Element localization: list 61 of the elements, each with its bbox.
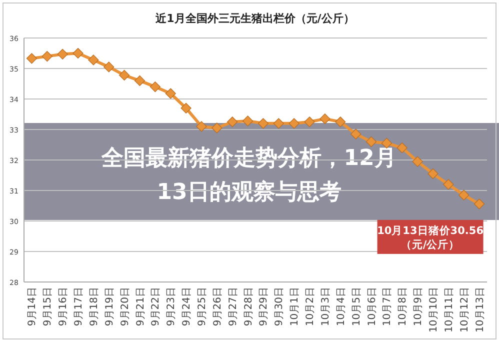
point <box>227 116 238 128</box>
point <box>26 53 38 64</box>
point <box>428 168 438 180</box>
x-tick-label: 10月2日 <box>305 287 316 326</box>
x-tick-label: 9月21日 <box>135 287 146 326</box>
x-tick-label: 10月4日 <box>336 287 347 326</box>
x-tick-label: 10月9日 <box>413 287 424 326</box>
x-tick-label: 10月1日 <box>290 287 301 326</box>
x-tick-label: 9月25日 <box>196 287 208 326</box>
x-tick-label: 9月30日 <box>274 287 286 326</box>
point <box>288 118 300 129</box>
x-tick-label: 9月19日 <box>104 287 116 326</box>
point <box>88 54 99 66</box>
point <box>458 190 470 200</box>
point <box>165 88 176 99</box>
point <box>212 122 222 134</box>
x-tick-label: 9月28日 <box>243 287 254 326</box>
x-tick-label: 9月26日 <box>212 287 224 326</box>
x-tick-label: 10月3日 <box>320 287 332 326</box>
point <box>320 114 330 124</box>
point <box>150 82 160 92</box>
x-tick-label: 10月12日 <box>459 287 470 332</box>
point <box>72 48 84 59</box>
x-tick-label: 9月29日 <box>258 287 270 326</box>
point <box>57 48 68 60</box>
point <box>134 75 146 86</box>
x-tick-label: 10月7日 <box>382 287 394 326</box>
x-tick-label: 9月16日 <box>58 287 70 326</box>
x-tick-label: 9月18日 <box>88 287 100 326</box>
x-tick-label: 9月24日 <box>182 287 193 326</box>
point <box>180 102 192 114</box>
point <box>42 51 52 62</box>
point <box>242 116 254 126</box>
point <box>443 179 454 190</box>
x-tick-label: 9月14日 <box>27 287 38 326</box>
point <box>304 116 315 128</box>
x-tick-label: 10月6日 <box>366 287 378 326</box>
x-tick-label: 10月11日 <box>444 287 455 332</box>
point <box>119 70 130 81</box>
point <box>104 62 114 72</box>
point <box>335 116 346 128</box>
x-tick-label: 9月20日 <box>120 287 131 326</box>
x-tick-label: 10月10日 <box>428 287 440 332</box>
x-tick-label: 10月5日 <box>351 287 362 326</box>
x-tick-label: 9月23日 <box>166 287 178 326</box>
point <box>366 136 377 147</box>
x-tick-label: 10月8日 <box>398 287 409 326</box>
x-tick-label: 9月22日 <box>150 287 162 326</box>
point <box>273 118 284 129</box>
x-tick-label: 9月17日 <box>74 287 85 326</box>
point <box>474 198 485 210</box>
point <box>412 156 423 167</box>
chart-title: 近1月全国外三元生猪出栏价（元/公斤） <box>154 12 354 25</box>
point <box>258 118 269 129</box>
x-tick-label: 9月27日 <box>228 287 239 326</box>
annotation: 10月13日猪价30.56 （元/公斤） <box>377 224 484 251</box>
x-tick-label: 10月13日 <box>474 287 486 332</box>
x-tick-label: 9月15日 <box>42 287 54 326</box>
point <box>196 121 207 132</box>
point <box>396 142 408 154</box>
point <box>350 128 362 140</box>
